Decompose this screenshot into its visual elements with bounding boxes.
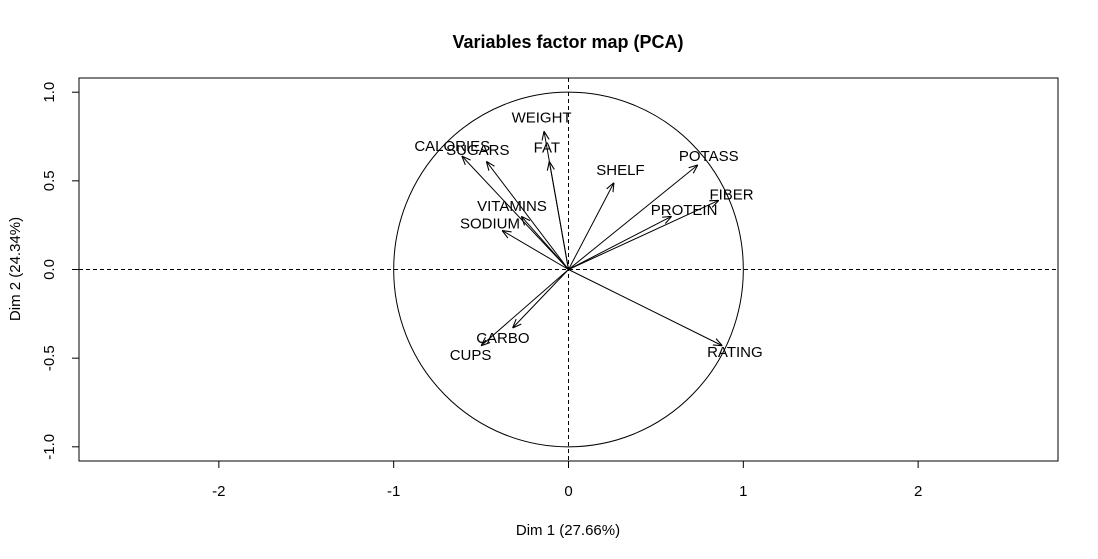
variable-label-shelf: SHELF bbox=[596, 162, 644, 179]
y-tick-label: 0.0 bbox=[41, 259, 58, 280]
variable-arrow-shelf bbox=[568, 183, 614, 270]
variable-label-calories: CALORIES bbox=[414, 138, 490, 155]
variable-label-cups: CUPS bbox=[450, 347, 492, 364]
variable-arrow-potass bbox=[568, 165, 698, 270]
variable-label-sodium: SODIUM bbox=[460, 215, 520, 232]
variable-label-fat: FAT bbox=[534, 140, 560, 157]
variable-arrow-rating bbox=[568, 269, 723, 346]
variable-label-carbo: CARBO bbox=[476, 330, 529, 347]
variable-arrow-sodium bbox=[502, 230, 569, 270]
y-tick-label: -1.0 bbox=[41, 434, 58, 460]
variable-label-fiber: FIBER bbox=[709, 186, 753, 203]
variable-label-vitamins: VITAMINS bbox=[477, 198, 547, 215]
x-tick-label: 1 bbox=[739, 483, 747, 500]
y-axis: -1.0 -0.5 0.0 0.5 1.0 bbox=[41, 82, 79, 460]
x-tick-label: 0 bbox=[564, 483, 572, 500]
variable-arrow-vitamins bbox=[521, 216, 569, 270]
correlation-circle bbox=[393, 91, 744, 448]
x-axis: -2 -1 0 1 2 bbox=[212, 461, 922, 500]
x-tick-label: -2 bbox=[212, 483, 225, 500]
x-tick-label: -1 bbox=[387, 483, 400, 500]
variable-label-weight: WEIGHT bbox=[512, 109, 572, 126]
variable-label-sugars: SUGARS bbox=[446, 142, 509, 159]
variable-arrow-calories bbox=[462, 156, 569, 270]
variable-arrow-fiber bbox=[568, 200, 719, 270]
variable-label-rating: RATING bbox=[707, 344, 763, 361]
variable-arrow-cups bbox=[481, 269, 569, 346]
y-tick-label: 0.5 bbox=[41, 170, 58, 191]
variable-arrow-fat bbox=[549, 161, 569, 270]
y-axis-label: Dim 2 (24.34%) bbox=[7, 217, 24, 321]
x-tick-label: 2 bbox=[914, 483, 922, 500]
chart-title: Variables factor map (PCA) bbox=[452, 32, 683, 52]
y-tick-label: 1.0 bbox=[41, 82, 58, 103]
variable-arrow-carbo bbox=[513, 269, 569, 329]
variable-label-protein: PROTEIN bbox=[651, 202, 718, 219]
variable-arrow-protein bbox=[568, 216, 672, 270]
variable-label-potass: POTASS bbox=[679, 148, 739, 165]
x-axis-label: Dim 1 (27.66%) bbox=[516, 522, 620, 539]
y-tick-label: -0.5 bbox=[41, 345, 58, 371]
